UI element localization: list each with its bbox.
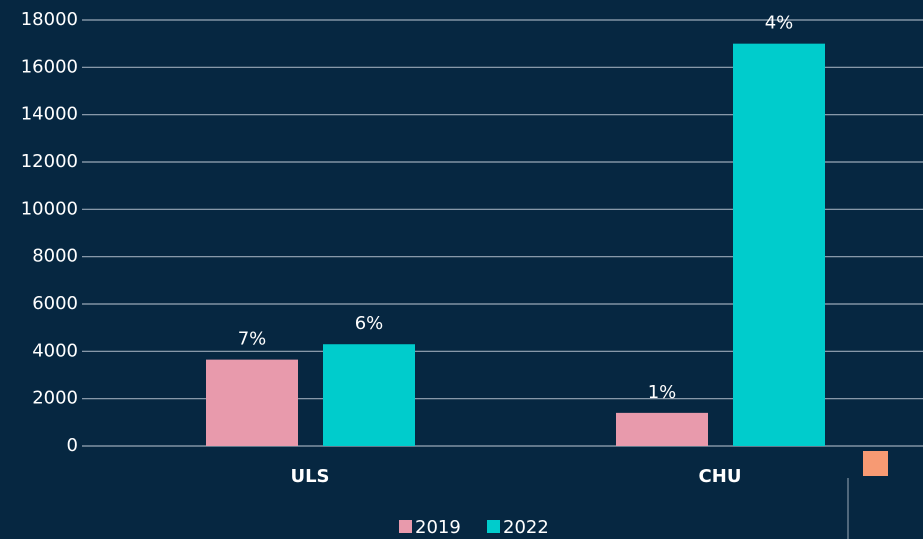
y-tick-label: 12000 xyxy=(21,151,78,172)
x-tick-label: ULS xyxy=(290,466,329,487)
bar xyxy=(616,412,708,446)
y-tick-label: 0 xyxy=(67,435,78,456)
y-tick-label: 4000 xyxy=(32,340,78,361)
data-label: 6% xyxy=(355,313,384,334)
legend-label: 2019 xyxy=(415,517,461,538)
y-tick-label: 16000 xyxy=(21,56,78,77)
data-label: 1% xyxy=(648,382,677,403)
y-tick-label: 6000 xyxy=(32,293,78,314)
bar xyxy=(323,344,415,446)
y-tick-label: 10000 xyxy=(21,198,78,219)
legend-label: 2022 xyxy=(503,517,549,538)
y-tick-label: 14000 xyxy=(21,104,78,125)
y-tick-label: 2000 xyxy=(32,388,78,409)
legend-swatch xyxy=(487,520,500,533)
y-tick-label: 8000 xyxy=(32,246,78,267)
legend-swatch xyxy=(399,520,412,533)
data-label: 7% xyxy=(238,329,267,350)
decoration-square xyxy=(863,451,888,476)
x-tick-label: CHU xyxy=(699,466,742,487)
bar xyxy=(206,359,298,446)
data-label: 4% xyxy=(765,13,794,34)
bar xyxy=(733,43,825,447)
y-tick-label: 18000 xyxy=(21,9,78,30)
